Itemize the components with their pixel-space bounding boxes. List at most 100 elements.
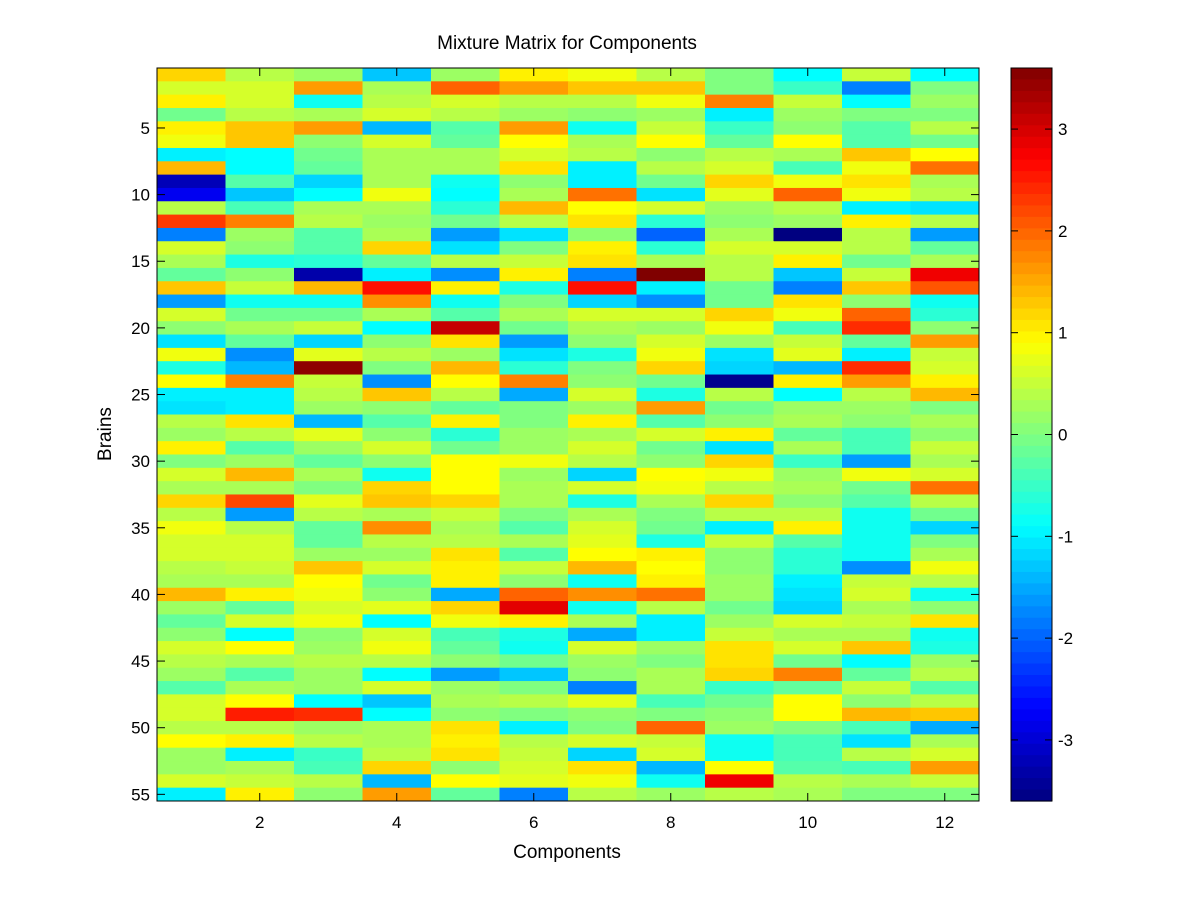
heatmap-cell [910,734,979,749]
heatmap-cell [431,774,501,789]
heatmap-cell [568,227,638,242]
heatmap-cell [294,174,364,189]
y-axis: 5 10 15 20 25 30 35 40 45 50 55 [131,119,979,804]
heatmap-cell [773,654,843,669]
heatmap-cell [910,187,979,202]
heatmap-cell [636,307,706,322]
heatmap-cell [842,494,912,509]
heatmap-cell [294,681,364,695]
heatmap-cell [294,441,364,456]
heatmap-cell [705,174,775,189]
heatmap-cell [910,507,979,522]
heatmap-cell [499,587,569,602]
heatmap-cell [157,734,227,749]
heatmap-cell [773,107,843,122]
x-tick-label: 8 [666,813,675,832]
heatmap-cell [773,761,843,775]
heatmap-cell [773,294,843,309]
heatmap-cell [568,787,638,801]
heatmap-cell [499,494,569,509]
heatmap-cell [225,347,295,362]
heatmap-cell [225,747,295,762]
heatmap-cell [225,467,295,482]
heatmap-cell [294,707,364,722]
heatmap-cell [294,627,364,642]
heatmap-cell [705,454,775,469]
heatmap-cell [636,454,706,469]
heatmap-cell [705,481,775,496]
heatmap-cell [773,534,843,549]
heatmap-cell [157,254,227,269]
colorbar-segment [1011,148,1052,161]
heatmap-cell [568,587,638,602]
heatmap-cell [705,441,775,456]
heatmap-cell [431,507,501,522]
heatmap-cell [362,627,432,642]
heatmap-cell [157,507,227,522]
heatmap-cell [431,254,501,269]
colorbar-tick-label: 0 [1058,426,1067,445]
heatmap-cell [705,534,775,549]
heatmap-cell [225,254,295,269]
heatmap-cell [362,201,432,216]
heatmap-cell [773,574,843,589]
heatmap-cell [157,294,227,309]
heatmap-cell [705,161,775,176]
colorbar-tick-label: -3 [1058,731,1073,750]
heatmap-cell [773,334,843,349]
heatmap-cell [225,307,295,322]
colorbar-segment [1011,583,1052,596]
heatmap-cell [431,587,501,602]
heatmap-cell [157,761,227,775]
heatmap-cell [431,601,501,616]
heatmap-cell [362,521,432,536]
heatmap-cell [705,201,775,216]
heatmap-cell [225,614,295,629]
heatmap-cell [568,321,638,336]
heatmap-cell [294,334,364,349]
heatmap-cell [362,214,432,229]
heatmap-cell [705,547,775,562]
heatmap-cell [499,721,569,735]
heatmap-cell [568,521,638,536]
heatmap-cell [705,574,775,589]
heatmap-cell [636,201,706,216]
heatmap-cell [568,441,638,456]
heatmap-cell [842,201,912,216]
heatmap-cell [705,361,775,376]
heatmap-cell [910,347,979,362]
y-tick-label: 20 [131,319,150,338]
heatmap-cell [636,547,706,562]
heatmap-cell [294,121,364,136]
heatmap-cell [636,721,706,735]
heatmap-cell [157,174,227,189]
heatmap-cell [910,387,979,402]
heatmap-cell [225,387,295,402]
heatmap-cell [773,721,843,735]
colorbar-segment [1011,228,1052,241]
colorbar-segment [1011,789,1052,802]
heatmap-cell [568,121,638,136]
heatmap-cell [157,321,227,336]
heatmap-cell [773,347,843,362]
heatmap-cell [636,761,706,775]
heatmap-cell [636,267,706,282]
heatmap-cell [636,414,706,429]
colorbar-segment [1011,205,1052,218]
heatmap-cell [705,561,775,576]
heatmap-cell [157,161,227,176]
heatmap-cell [294,787,364,801]
heatmap-cell [842,507,912,522]
heatmap-cell [842,94,912,109]
heatmap-cell [773,94,843,109]
heatmap-cell [910,694,979,709]
heatmap-cell [773,414,843,429]
heatmap-cell [636,774,706,789]
heatmap-cell [636,347,706,362]
heatmap-cell [705,654,775,669]
heatmap-cell [294,214,364,229]
heatmap-cell [636,507,706,522]
heatmap-cell [636,694,706,709]
heatmap-cell [568,601,638,616]
heatmap-cell [225,401,295,416]
